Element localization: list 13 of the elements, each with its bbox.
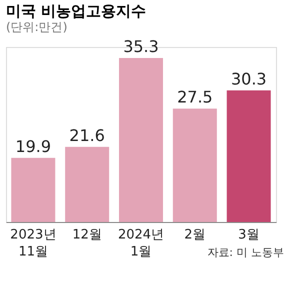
data-label: 21.6: [69, 126, 105, 145]
chart-subtitle: (단위:만건): [6, 20, 68, 34]
chart-title: 미국 비농업고용지수: [6, 2, 146, 20]
x-tick-label: 3월: [238, 228, 260, 242]
data-label: 19.9: [15, 136, 52, 156]
text: 자료: 미 노동부: [207, 246, 284, 259]
data-label: 30.3: [230, 69, 267, 88]
x-tick-label: 2월: [184, 228, 206, 242]
data-label: 27.5: [177, 88, 213, 107]
data-label: 35.3: [123, 37, 159, 56]
x-tick-label: 2023년 11월: [10, 228, 56, 260]
x-tick-label: 12월: [72, 228, 102, 242]
x-tick-label: 2024년 1월: [118, 228, 164, 260]
